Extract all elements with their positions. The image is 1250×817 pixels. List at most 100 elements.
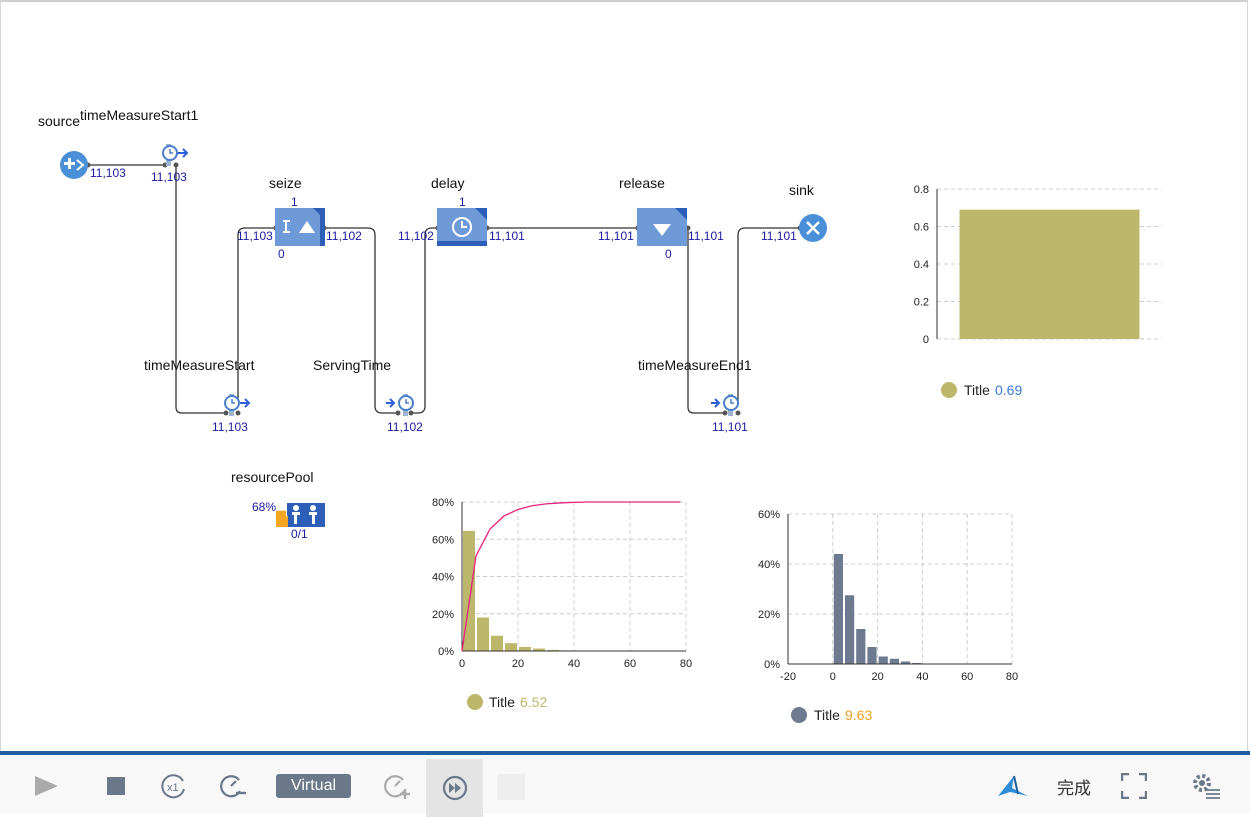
sink-label: sink — [789, 182, 815, 198]
histogram-bar — [879, 657, 888, 665]
settings-button[interactable] — [1188, 759, 1224, 813]
time-histogram-chart: 0% 20% 40% 60% 80% 0 20 40 60 80 — [432, 497, 692, 670]
speed-x1-button[interactable]: x1 — [158, 759, 190, 813]
x-tick-label: 60 — [961, 671, 973, 683]
release-in-count: 11,101 — [598, 229, 634, 243]
connector-ports — [86, 163, 803, 416]
fast-forward-button[interactable] — [426, 759, 483, 817]
time-measure-start-label: timeMeasureStart — [144, 357, 255, 373]
time-measure-end1-count: 11,101 — [712, 420, 748, 434]
x-tick-label: 60 — [624, 658, 636, 670]
app-logo-icon — [996, 772, 1030, 800]
delay-block[interactable] — [437, 208, 487, 246]
sink-block[interactable] — [799, 214, 827, 242]
arrow-right-icon — [178, 149, 187, 157]
histogram-bar — [505, 643, 517, 651]
speed-up-button[interactable] — [380, 759, 414, 813]
y-tick-label: 40% — [432, 572, 454, 584]
serving-time-label: ServingTime — [313, 357, 391, 373]
chart2-legend-value: 6.52 — [520, 694, 547, 710]
y-tick-label: 60% — [758, 509, 780, 521]
time-measure-end1-label: timeMeasureEnd1 — [638, 357, 752, 373]
resource-pool-label: resourcePool — [231, 469, 314, 485]
y-tick-label: 20% — [432, 609, 454, 621]
stop-button[interactable] — [102, 759, 130, 813]
x-tick-label: 40 — [568, 658, 580, 670]
chart1-legend-value: 0.69 — [995, 382, 1022, 398]
chart1-legend-name: Title — [964, 382, 990, 398]
y-tick-label: 0% — [764, 659, 780, 671]
toolbar-placeholder — [497, 774, 525, 800]
arrow-right-icon — [711, 399, 719, 407]
resource-pool-block[interactable] — [276, 503, 325, 527]
serving-time-count: 11,102 — [387, 420, 423, 434]
release-label: release — [619, 175, 665, 191]
x-tick-label: 80 — [680, 658, 692, 670]
utilization-bar-chart: 00.20.40.60.8 — [914, 184, 1162, 346]
release-block[interactable] — [637, 208, 687, 246]
seize-label: seize — [269, 175, 302, 191]
histogram-bar — [867, 647, 876, 664]
x-tick-label: 0 — [459, 658, 465, 670]
status-done: 完成 — [1057, 774, 1091, 798]
histogram-bar — [491, 636, 503, 651]
release-out-count: 11,101 — [688, 229, 724, 243]
y-tick-label: 0.6 — [914, 222, 929, 234]
fullscreen-icon — [1121, 773, 1147, 799]
delay-in-count: 11,102 — [398, 229, 434, 243]
resource-pool-utilization: 68% — [252, 500, 276, 514]
time-measure-start1-label: timeMeasureStart1 — [80, 107, 198, 123]
delay-out-count: 11,101 — [489, 229, 525, 243]
app-logo[interactable] — [994, 759, 1032, 813]
histogram-bar — [519, 647, 531, 651]
fast-forward-icon — [441, 774, 469, 802]
y-tick-label: 0.2 — [914, 297, 929, 309]
y-tick-label: 0 — [923, 334, 929, 346]
seize-top-count: 1 — [291, 195, 298, 209]
source-label: source — [38, 113, 80, 129]
seize-block[interactable] — [275, 208, 325, 246]
y-tick-label: 0% — [438, 646, 454, 658]
y-tick-label: 0.8 — [914, 184, 929, 196]
connectors — [88, 165, 800, 413]
resource-pool-count: 0/1 — [291, 527, 308, 541]
y-tick-label: 60% — [432, 534, 454, 546]
time-measure-start-count: 11,103 — [212, 420, 248, 434]
legend-marker — [941, 382, 957, 398]
settings-icon — [1190, 771, 1222, 801]
play-icon — [32, 774, 60, 798]
seize-out-count: 11,102 — [326, 229, 362, 243]
seize-in-count: 11,103 — [237, 229, 273, 243]
fullscreen-button[interactable] — [1118, 759, 1150, 813]
histogram-bar — [834, 554, 843, 664]
arrow-right-icon — [386, 399, 394, 407]
time-measure-start1-count: 11,103 — [151, 170, 187, 184]
chart3-legend-value: 9.63 — [845, 707, 872, 723]
chart2-legend-name: Title — [489, 694, 515, 710]
play-button[interactable] — [28, 759, 64, 813]
histogram-bar — [856, 629, 865, 664]
source-count: 11,103 — [90, 166, 126, 180]
virtual-time-toggle[interactable]: Virtual — [276, 774, 351, 798]
arrow-right-icon — [240, 399, 249, 407]
toolbar: x1 Virtual 完成 — [0, 751, 1250, 813]
svg-text:x1: x1 — [167, 782, 179, 794]
source-block[interactable] — [60, 151, 88, 179]
delay-label: delay — [431, 175, 464, 191]
speed-x1-icon: x1 — [160, 772, 188, 800]
y-tick-label: 40% — [758, 559, 780, 571]
time-measure-start1-block[interactable] — [163, 144, 187, 166]
speed-up-icon — [382, 772, 412, 800]
x-tick-label: 40 — [916, 671, 928, 683]
histogram-bar — [890, 659, 899, 664]
delay-top-count: 1 — [459, 195, 466, 209]
model-canvas: source 11,103 timeMeasureStart1 11,103 s… — [0, 0, 1250, 751]
histogram-bar — [477, 617, 489, 651]
y-tick-label: 80% — [432, 497, 454, 509]
slow-down-button[interactable] — [216, 759, 250, 813]
stop-icon — [107, 777, 125, 795]
slow-down-icon — [218, 772, 248, 800]
seize-bottom-count: 0 — [278, 247, 285, 261]
x-tick-label: 20 — [512, 658, 524, 670]
